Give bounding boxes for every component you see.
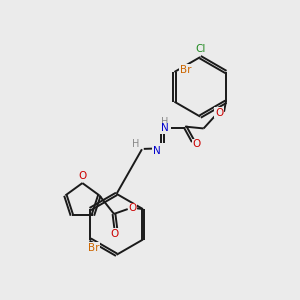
Text: Br: Br bbox=[180, 65, 191, 75]
Text: H: H bbox=[132, 139, 139, 149]
Text: Cl: Cl bbox=[195, 44, 205, 54]
Text: O: O bbox=[128, 203, 137, 213]
Text: O: O bbox=[78, 171, 86, 182]
Text: Br: Br bbox=[88, 243, 100, 253]
Text: O: O bbox=[193, 140, 201, 149]
Text: H: H bbox=[161, 117, 168, 127]
Text: O: O bbox=[215, 108, 223, 118]
Text: N: N bbox=[153, 146, 161, 156]
Text: O: O bbox=[110, 229, 118, 239]
Text: N: N bbox=[161, 124, 169, 134]
